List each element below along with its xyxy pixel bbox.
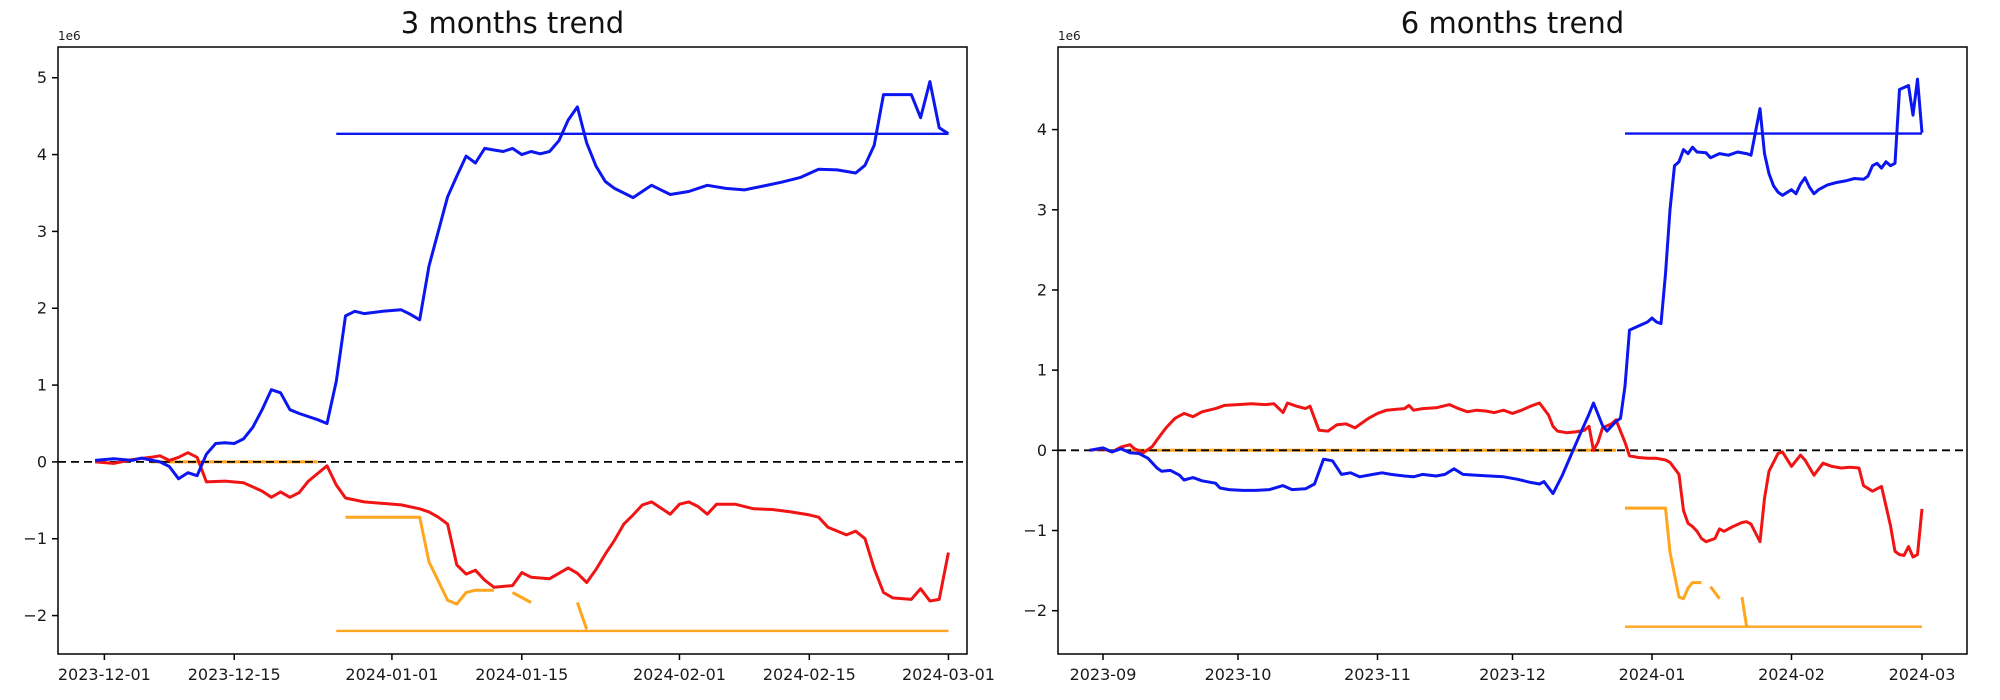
y-tick-label: −2 — [23, 606, 47, 625]
x-tick-label: 2024-01 — [1619, 665, 1686, 684]
x-tick-label: 2023-09 — [1070, 665, 1137, 684]
y-tick-label: 0 — [37, 452, 47, 471]
y-tick-label: 4 — [37, 145, 47, 164]
x-tick-label: 2024-01-01 — [345, 665, 438, 684]
y-tick-label: −1 — [1023, 521, 1047, 540]
chart-6-months-trend: 1e6 −2 −1 0 1 2 3 4 2023-09 2023-10 2023-11 2023-12… — [1023, 29, 1968, 684]
y-tick-label: 1 — [37, 376, 47, 395]
x-tick-label: 2024-03-01 — [902, 665, 995, 684]
y-tick-label: 3 — [1037, 200, 1047, 219]
y-tick-label: 1 — [1037, 361, 1047, 380]
chart-panel-6-months: 6 months trend 1e6 −2 −1 0 1 2 3 4 2023-09 2023-1… — [1000, 0, 2000, 700]
series-line-blue — [1089, 77, 1924, 496]
series-line-red — [94, 451, 950, 603]
x-tick-label: 2024-02-01 — [633, 665, 726, 684]
y-axis-scale-note: 1e6 — [1058, 29, 1081, 43]
chart-3-months-trend: 1e6 −2 −1 0 1 2 3 4 5 2023-12-01 2023-12-15 2024-01… — [23, 29, 995, 684]
y-tick-label: 4 — [1037, 120, 1047, 139]
axes-frame — [1057, 46, 1968, 655]
series-line-orange — [150, 460, 589, 630]
y-tick-label: −2 — [1023, 601, 1047, 620]
x-tick-label: 2024-01-15 — [475, 665, 568, 684]
x-tick-label: 2023-12 — [1479, 665, 1546, 684]
chart-panel-3-months: 3 months trend 1e6 −2 −1 0 1 2 3 4 5 2023-12-01 20… — [23, 6, 995, 684]
x-tick-label: 2023-12-01 — [58, 665, 151, 684]
x-tick-label: 2024-02-15 — [763, 665, 856, 684]
y-tick-label: −1 — [23, 529, 47, 548]
axes-frame — [57, 46, 968, 655]
x-tick-label: 2024-02 — [1758, 665, 1825, 684]
y-tick-label: 5 — [37, 68, 47, 87]
y-tick-label: 2 — [1037, 280, 1047, 299]
series-line-blue — [94, 80, 950, 481]
chart-title-3-months: 3 months trend — [400, 6, 625, 40]
x-tick-label: 2023-10 — [1205, 665, 1272, 684]
y-tick-label: 3 — [37, 222, 47, 241]
y-tick-label: 0 — [1037, 441, 1047, 460]
y-axis-scale-note: 1e6 — [58, 29, 81, 43]
x-tick-label: 2024-03 — [1889, 665, 1956, 684]
x-tick-label: 2023-11 — [1344, 665, 1411, 684]
chart-title-6-months: 6 months trend — [1400, 6, 1625, 40]
x-tick-label: 2023-12-15 — [188, 665, 281, 684]
y-tick-label: 2 — [37, 299, 47, 318]
series-line-red — [1089, 401, 1924, 559]
